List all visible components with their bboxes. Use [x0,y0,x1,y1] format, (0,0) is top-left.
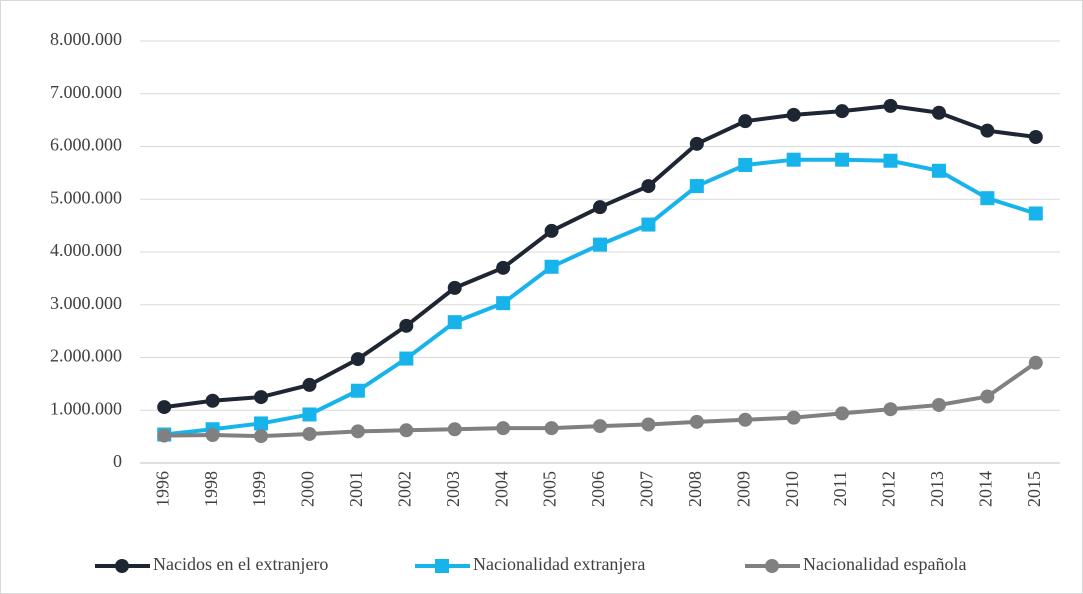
y-tick-label: 0 [113,451,122,471]
y-tick-label: 5.000.000 [50,187,122,207]
y-tick-label: 1.000.000 [50,398,122,418]
legend-marker [765,559,779,573]
data-point [350,383,365,398]
x-tick-label: 2000 [298,471,318,507]
legend-label: Nacidos en el extranjero [153,554,328,574]
x-tick-label: 2014 [975,471,995,507]
x-tick-label: 2002 [394,471,414,507]
data-point [835,104,850,119]
data-point [738,412,753,427]
x-tick-label: 2012 [879,471,899,507]
x-tick-label: 2013 [927,471,947,507]
data-point [302,407,317,422]
data-point [593,237,607,252]
data-point [496,296,511,311]
data-point [738,157,753,172]
data-point [931,397,946,412]
data-point [1028,130,1043,145]
data-point [544,421,559,436]
x-tick-label: 2008 [685,471,705,507]
data-point [931,163,946,178]
x-tick-label: 1998 [201,471,221,507]
y-tick-label: 8.000.000 [50,29,122,49]
x-tick-label: 1999 [249,471,269,507]
data-point [399,423,414,438]
data-point [593,419,607,434]
data-point [447,315,462,330]
data-point [254,390,269,405]
data-point [544,223,559,238]
x-tick-label: 2006 [588,471,608,507]
data-point [641,217,656,232]
data-point [544,259,559,274]
data-point [157,428,172,443]
x-tick-label: 2015 [1024,471,1044,507]
data-point [447,422,462,437]
x-tick-label: 2007 [637,471,657,507]
data-point [496,421,511,436]
data-point [931,105,946,120]
y-tick-label: 3.000.000 [50,293,122,313]
data-point [689,136,704,151]
data-point [883,402,898,417]
data-point [1028,206,1043,221]
data-point [399,351,414,366]
data-point [786,107,801,122]
x-tick-label: 2005 [540,471,560,507]
y-tick-label: 6.000.000 [50,135,122,155]
data-point [980,123,995,138]
data-point [350,352,365,367]
data-point [980,191,995,206]
data-point [1028,355,1043,370]
y-tick-label: 4.000.000 [50,240,122,260]
x-tick-label: 2004 [491,471,511,507]
data-point [786,152,801,167]
data-point [302,426,317,441]
data-point [835,152,850,167]
data-point [835,406,850,421]
x-tick-label: 2010 [782,471,802,507]
data-point [302,377,317,392]
x-tick-label: 1996 [152,471,172,507]
x-tick-label: 2001 [346,471,366,507]
data-point [689,414,704,429]
data-point [883,153,898,168]
data-point [496,260,511,275]
x-tick-label: 2003 [443,471,463,507]
data-point [641,417,656,432]
x-tick-label: 2011 [830,471,850,506]
data-point [641,179,656,194]
data-point [205,393,220,408]
data-point [350,424,365,439]
data-point [980,389,995,404]
data-point [738,114,753,129]
y-tick-label: 2.000.000 [50,346,122,366]
data-point [689,179,704,194]
x-tick-label: 2009 [733,471,753,507]
data-point [399,318,414,333]
data-point [447,280,462,295]
y-tick-label: 7.000.000 [50,82,122,102]
data-point [205,428,220,443]
data-point [254,429,269,444]
legend-marker [435,559,449,573]
data-point [157,400,172,415]
data-point [593,200,607,215]
data-point [883,98,898,113]
data-point [786,410,801,425]
legend-label: Nacionalidad extranjera [473,554,645,574]
data-point [254,416,269,431]
legend-label: Nacionalidad española [803,554,966,574]
legend-marker [115,559,129,573]
